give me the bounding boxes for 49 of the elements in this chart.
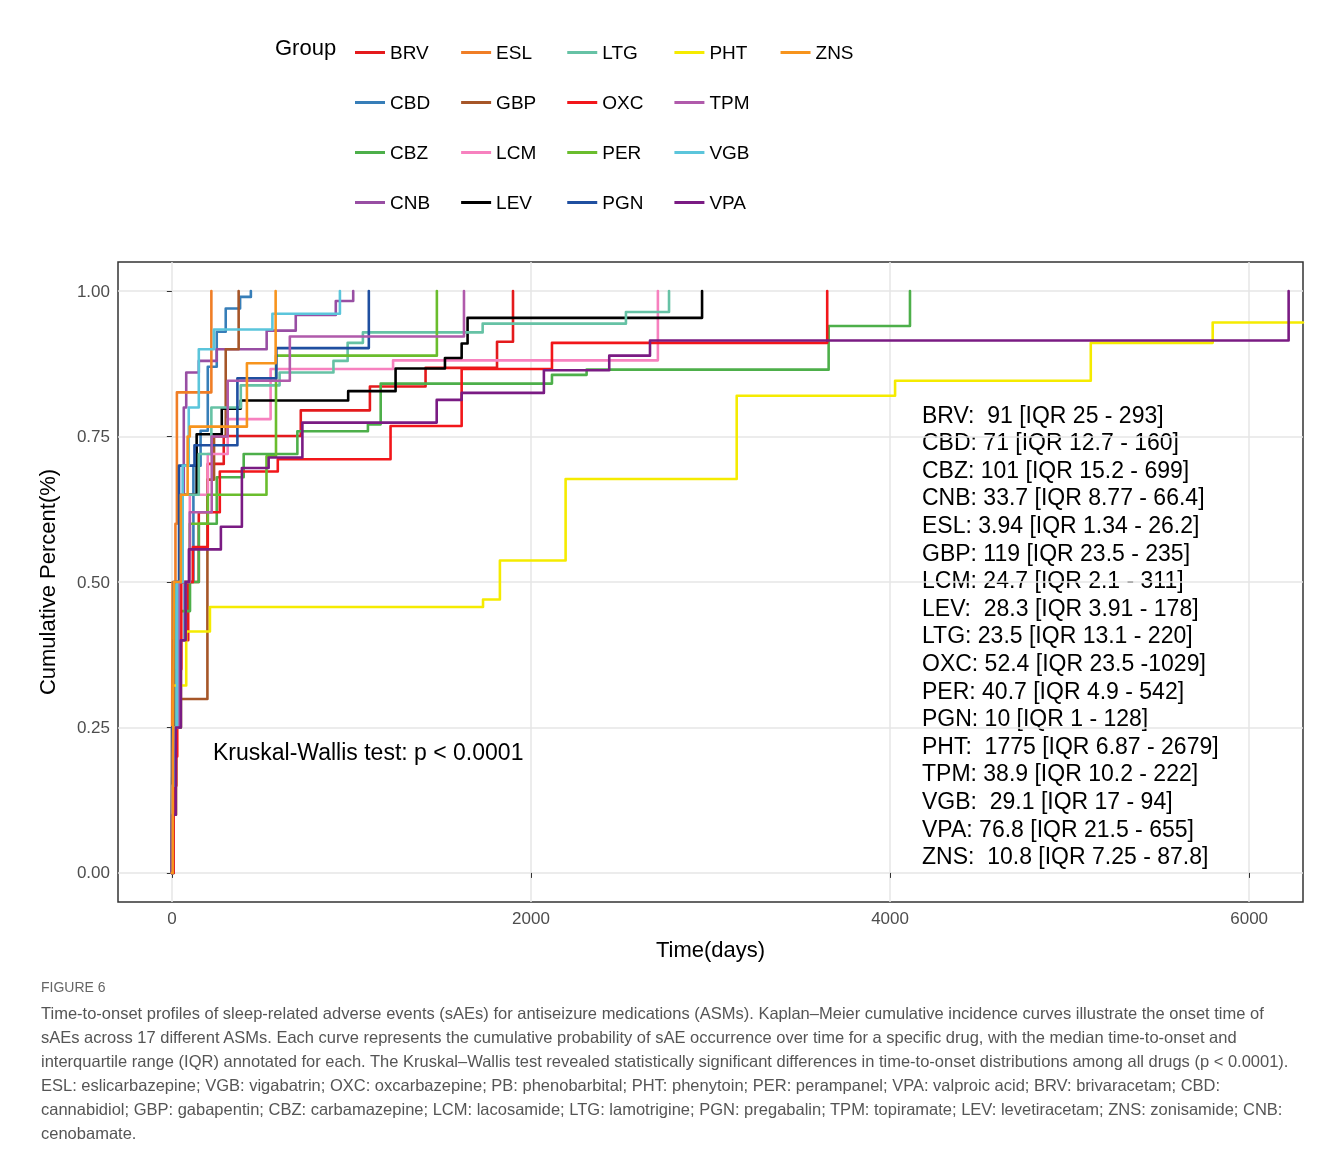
legend-label: PER [602, 142, 642, 163]
y-tick-label: 0.00 [76, 863, 110, 883]
legend-label: GBP [496, 92, 537, 113]
y-tick-label: 1.00 [76, 281, 110, 301]
legend-label: CNB [390, 192, 431, 213]
annotation: LTG: 23.5 [IQR 13.1 - 220] [922, 622, 1193, 649]
y-axis-title: Cumulative Percent(%) [34, 468, 60, 696]
y-tick-label: 0.75 [76, 427, 110, 447]
annotation: LCM: 24.7 [IQR 2.1 - 311] [922, 567, 1184, 594]
annotation: BRV: 91 [IQR 25 - 293] [922, 401, 1164, 428]
x-tick-label: 6000 [1230, 909, 1269, 928]
x-tick-label: 4000 [871, 909, 909, 928]
x-tick-label: 0 [167, 909, 177, 928]
annotation: ESL: 3.94 [IQR 1.34 - 26.2] [922, 511, 1200, 538]
annotation: PHT: 1775 [IQR 6.87 - 2679] [922, 732, 1219, 759]
annotation: LEV: 28.3 [IQR 3.91 - 178] [922, 594, 1199, 621]
legend-label: CBZ [390, 142, 429, 163]
annotation: VPA: 76.8 [IQR 21.5 - 655] [922, 815, 1194, 842]
legend-label: TPM [709, 92, 750, 113]
legend-label: ZNS [815, 42, 854, 63]
legend-title: Group [275, 34, 337, 60]
y-tick-label: 0.50 [76, 572, 110, 592]
annotation: TPM: 38.9 [IQR 10.2 - 222] [922, 760, 1199, 787]
annotation: OXC: 52.4 [IQR 23.5 -1029] [922, 649, 1206, 676]
x-tick-label: 2000 [512, 909, 550, 928]
legend-label: LEV [496, 192, 533, 213]
annotation: CNB: 33.7 [IQR 8.77 - 66.4] [922, 484, 1205, 511]
y-tick-label: 0.25 [76, 717, 110, 737]
annotation: PGN: 10 [IQR 1 - 128] [922, 705, 1149, 732]
annotation: ZNS: 10.8 [IQR 7.25 - 87.8] [922, 843, 1209, 870]
legend-label: LTG [602, 42, 638, 63]
legend-label: CBD [390, 92, 431, 113]
legend-label: PHT [709, 42, 748, 63]
text: Time-to-onset profiles of sleep-related adverse events (sAEs) for antiseizure medications (ASMs). Kaplan–Meier cumulative incidence curves illustrate the onset time of sAEs across 17 different ASMs. Each curve represents the cumulative probability of sAE occurrence over time for a specific drug, with the median time-to-onset and interquartile range (IQR) annotated for each. The Kruskal–Wallis test revealed statistically significant differences in time-to-onset distributions among all drugs (p < 0.0001). ESL: eslicarbazepine; VGB: vigabatrin; OXC: oxcarbazepine; PB: phenobarbital; PHT: phenytoin; PER: perampanel; VPA: valproic acid; BRV: brivaracetam; CBD: cannabidiol; GBP: gabapentin; CBZ: carbamazepine; LCM: lacosamide; LTG: lamotrigine; PGN: pregabalin; TPM: topiramate; LEV: levetiracetam; ZNS: zonisamide; CNB: cenobamate. [41, 1003, 1290, 1144]
annotation: GBP: 119 [IQR 23.5 - 235] [922, 539, 1191, 566]
x-axis-title: Time(days) [655, 936, 766, 962]
legend-label: PGN [602, 192, 644, 213]
legend-label: ESL [496, 42, 533, 63]
legend-label: LCM [496, 142, 537, 163]
legend-label: BRV [390, 42, 430, 63]
legend-label: VGB [709, 142, 750, 163]
legend-label: VPA [709, 192, 747, 213]
annotation: VGB: 29.1 [IQR 17 - 94] [922, 787, 1173, 814]
annotation: CBZ: 101 [IQR 15.2 - 699] [922, 456, 1190, 483]
annotation: PER: 40.7 [IQR 4.9 - 542] [922, 677, 1185, 704]
annotation: Kruskal-Wallis test: p < 0.0001 [213, 738, 524, 765]
caption: FIGURE 6 [41, 978, 107, 997]
legend-label: OXC [602, 92, 644, 113]
annotation: CBD: 71 [IQR 12.7 - 160] [922, 429, 1179, 456]
